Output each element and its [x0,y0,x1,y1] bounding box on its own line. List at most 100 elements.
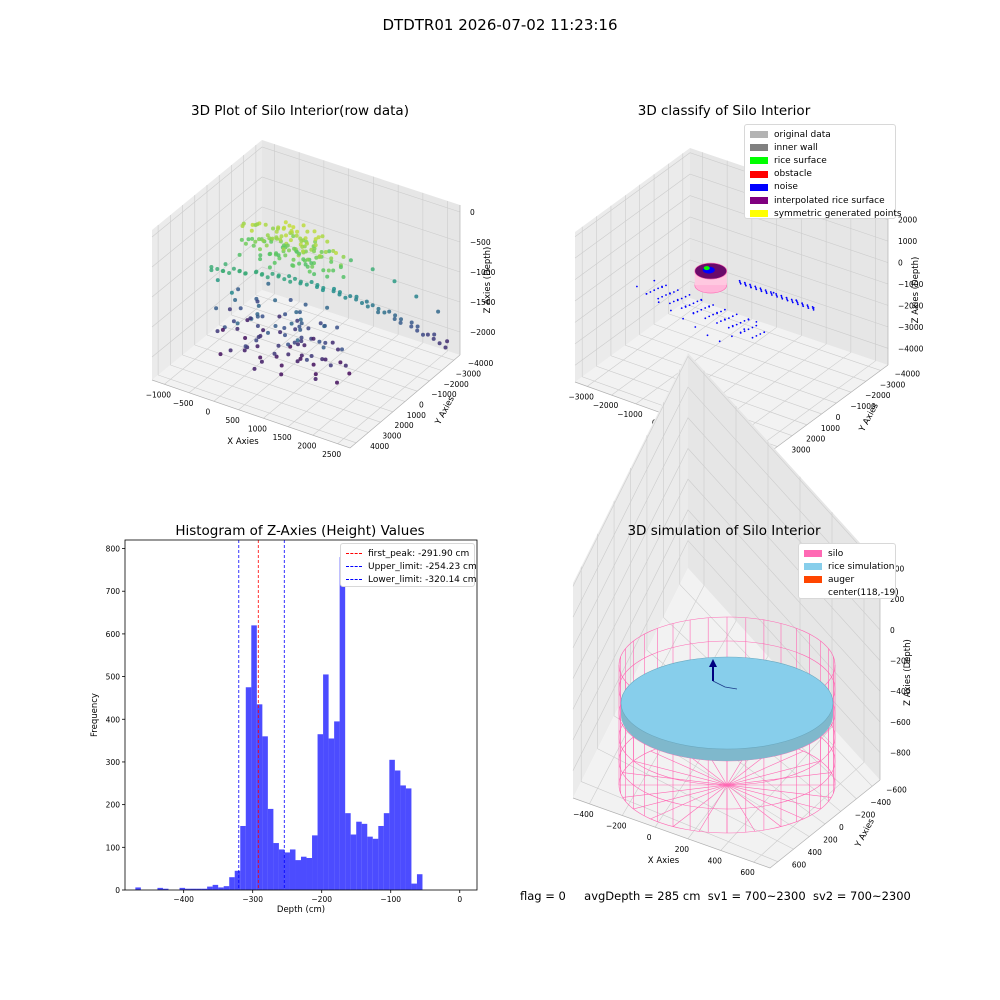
y-tick-label: −4000 [895,369,921,378]
data-point [311,362,316,367]
status-avg-depth: avgDepth = 285 cm [584,889,701,903]
data-point [313,372,318,377]
histogram-bar [361,823,368,890]
data-point [443,345,448,350]
histogram-bar [229,877,235,890]
histogram-axes: −400 −300 −200 −100 0 0 100 200 300 400 500 600 700 8… [90,539,478,915]
y-gridline [639,334,837,404]
z-tick-label: −1500 [470,298,496,307]
noise-point [694,326,697,328]
data-point [255,324,260,328]
x-tick-label: 2000 [297,441,316,450]
data-point [431,336,436,341]
y-tick-label: 0 [839,823,844,832]
legend-entry-first-peak: first_peak: -291.90 cm [346,547,469,560]
data-point [360,301,364,305]
y-tick-label: 400 [808,848,823,857]
noise-point [743,328,746,330]
data-point [266,281,271,286]
data-point [327,249,332,254]
data-point [278,237,283,242]
x-tick-label: −100 [380,895,401,904]
z-gridline [151,266,461,358]
data-point [315,285,319,289]
data-point [303,262,308,267]
data-point [298,356,303,361]
histogram-bar [328,738,335,890]
data-point [286,352,291,357]
data-point [312,249,316,254]
data-point [414,294,419,299]
data-point [228,348,233,353]
noise-point [744,283,747,286]
data-point [322,323,327,328]
y-tick-label: 0 [115,886,120,895]
histogram-legend: first_peak: -291.90 cm Upper_limit: -254… [340,543,477,587]
noise-point [791,300,794,302]
legend-label: original data [774,129,831,140]
panel1-title: 3D Plot of Silo Interior(row data) [191,103,409,119]
data-point [288,279,293,284]
histogram-bar [317,734,324,890]
noise-point [657,287,659,290]
data-point [284,233,288,238]
data-point [240,224,245,228]
data-point [291,257,296,262]
z-gridline [574,259,889,345]
noise-point [676,299,679,302]
data-point [256,335,261,339]
data-point [287,248,291,253]
noise-point [751,336,754,339]
data-point [294,233,299,238]
data-point [335,325,340,330]
data-point [425,332,430,337]
noise-point [780,294,783,297]
data-point [249,228,254,233]
data-point [220,269,225,273]
data-point [291,234,296,239]
y-tick-label: 1000 [821,424,840,433]
panel3-title: Histogram of Z-Axies (Height) Values [175,523,425,539]
x-gridline [611,310,728,396]
x-tick-label: −500 [173,399,194,408]
noise-point [739,282,742,285]
data-point [298,327,303,332]
data-point [257,237,261,242]
histogram-bar [389,759,395,890]
data-point [237,269,242,274]
data-point [256,303,261,308]
noise-point [749,285,752,287]
noise-point [676,289,679,291]
data-point [299,335,304,340]
noise-point [735,313,738,316]
data-point [261,238,266,243]
histogram-bar [267,808,274,890]
noise-point [684,306,687,308]
data-point [288,238,293,243]
data-point [334,251,338,255]
data-point [320,357,325,362]
x-axis-label: Depth (cm) [277,905,325,915]
histogram-bar [201,888,208,890]
data-point [336,347,340,352]
data-point [289,321,294,326]
data-point [274,354,279,359]
data-point [337,292,342,297]
data-point [279,234,284,239]
data-point [326,268,331,273]
data-point [313,377,318,381]
data-point [215,329,220,334]
noise-point [718,340,721,343]
legend-entry-silo: silo [804,547,890,560]
data-point [283,312,288,317]
panel4-title: 3D simulation of Silo Interior [627,523,821,539]
data-point [313,237,318,242]
data-point [364,299,369,304]
data-point [341,254,346,259]
noise-point [716,312,718,315]
legend-label: rice simulation [828,561,895,572]
data-point [331,249,336,253]
data-point [325,305,330,310]
noise-point [665,294,667,296]
data-point [445,339,450,344]
